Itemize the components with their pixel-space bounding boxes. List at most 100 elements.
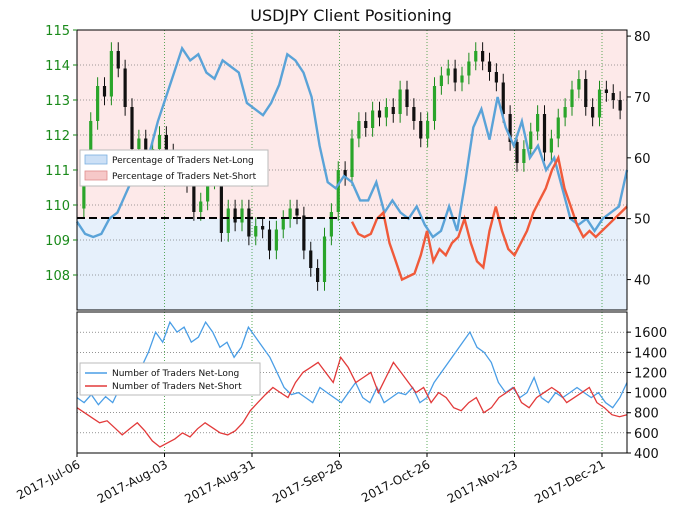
net-short-percent-line [350, 154, 628, 282]
price-candle-body [501, 82, 505, 114]
legend-swatch-net-short [84, 170, 108, 181]
price-candle-body [157, 135, 162, 149]
price-tick-label: 112 [45, 129, 70, 144]
net-long-band [77, 218, 627, 310]
price-candle-body [577, 79, 581, 90]
price-candle-body [295, 208, 299, 216]
trader-count-lines [76, 320, 628, 448]
price-candle-body [371, 110, 375, 128]
price-candle-body [542, 114, 547, 153]
price-candle-body [288, 208, 292, 219]
price-candle-body [563, 107, 567, 118]
net-long-percent-line [76, 45, 629, 239]
count-tick-label: 1600 [634, 326, 667, 341]
price-candle-body [487, 61, 492, 72]
price-candle-body [226, 208, 230, 233]
price-candle-body [481, 51, 485, 62]
price-tick-label: 115 [45, 24, 70, 39]
price-candle-body [364, 121, 368, 128]
price-candle-body [267, 229, 272, 251]
price-candle-body [439, 75, 443, 86]
price-candle-body [343, 170, 347, 177]
price-candle-body [309, 250, 313, 268]
trader-count-line [76, 320, 628, 409]
price-candle-body [240, 208, 244, 223]
positioning-lines [76, 45, 629, 282]
price-candle-body [412, 107, 416, 121]
legend-label-count-short: Number of Traders Net-Short [112, 382, 242, 392]
count-tick-label: 600 [634, 427, 659, 442]
percent-tick-label: 60 [634, 152, 651, 167]
count-tick-label: 800 [634, 407, 659, 422]
price-candle-body [164, 135, 168, 153]
price-axis: 108 109 110 111 112 113 114 115 [45, 24, 77, 284]
price-candle-body [254, 226, 258, 237]
price-candle-body [584, 79, 588, 107]
price-candle-body [274, 229, 278, 251]
count-axis: 400 600 800 1000 1200 1400 1600 [627, 326, 667, 462]
price-candle-body [536, 114, 540, 132]
price-candle-body [384, 107, 388, 118]
date-tick-label: 2017-Jul-06 [14, 457, 82, 502]
count-tick-label: 400 [634, 447, 659, 462]
price-candle-body [316, 268, 320, 282]
price-candle-body [508, 114, 512, 142]
legend-label-net-long: Percentage of Traders Net-Long [112, 156, 254, 166]
price-candle-body [336, 170, 340, 212]
trader-count-line [76, 355, 628, 448]
price-candle-body [357, 121, 361, 139]
price-candle-body [494, 72, 498, 83]
price-candle-body [426, 121, 430, 139]
price-candle-body [618, 100, 622, 111]
date-tick-label: 2017-Sep-28 [270, 457, 345, 506]
legend-label-count-long: Number of Traders Net-Long [112, 369, 239, 379]
price-candle-body [137, 138, 141, 149]
chart-title: USDJPY Client Positioning [250, 6, 452, 25]
price-candle-body [130, 107, 134, 149]
price-candle-body [89, 121, 93, 163]
price-candle-body [109, 51, 113, 97]
price-tick-label: 114 [45, 59, 70, 74]
price-candle-body [556, 117, 560, 139]
price-candle-body [529, 131, 533, 149]
date-tick-label: 2017-Oct-26 [359, 457, 432, 505]
price-candle-body [398, 89, 402, 114]
price-candle-body [322, 236, 327, 282]
price-candle-body [123, 68, 127, 107]
price-candle-body [96, 86, 100, 121]
price-candle-body [281, 219, 285, 230]
net-short-band [77, 30, 627, 219]
percent-tick-label: 70 [634, 91, 651, 106]
positioning-background [77, 30, 627, 310]
legend-bottom: Number of Traders Net-Long Number of Tra… [79, 362, 261, 396]
price-candle-body [474, 51, 478, 62]
price-tick-label: 108 [45, 269, 70, 284]
legend-swatch-net-long [84, 154, 108, 165]
price-tick-label: 111 [45, 164, 70, 179]
date-tick-label: 2017-Aug-03 [95, 457, 170, 506]
percent-tick-label: 50 [634, 213, 651, 228]
price-candle-body [405, 89, 409, 107]
price-candle-body [302, 215, 306, 251]
price-candle-body [432, 86, 437, 121]
date-tick-label: 2017-Nov-23 [445, 457, 520, 506]
price-candle-body [391, 107, 395, 114]
price-tick-label: 109 [45, 234, 70, 249]
price-candle-body [219, 177, 223, 233]
percent-tick-label: 40 [634, 274, 651, 289]
price-candle-body [522, 149, 526, 163]
price-candle-body [116, 51, 120, 69]
price-candle-body [611, 93, 615, 100]
price-candle-body [591, 107, 595, 118]
legend-bottom-box [79, 362, 261, 396]
percent-tick-label: 80 [634, 30, 651, 45]
price-candle-body [192, 184, 196, 212]
date-tick-label: 2017-Aug-31 [182, 457, 257, 506]
percent-axis: 40 50 60 70 80 [627, 30, 651, 289]
legend-top: Percentage of Traders Net-Long Percentag… [79, 149, 269, 187]
count-tick-label: 1200 [634, 366, 667, 381]
price-candle-body [453, 68, 457, 83]
price-candle-body [206, 180, 210, 202]
price-candle-body [446, 68, 450, 76]
